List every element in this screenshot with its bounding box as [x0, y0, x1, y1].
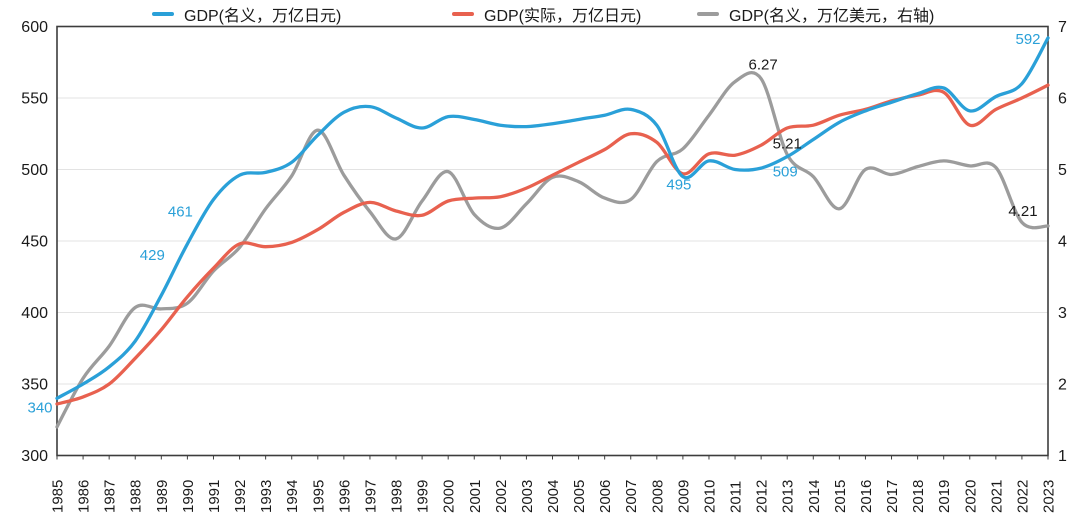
x-axis-year-label: 2017 [884, 480, 901, 513]
left-axis-tick-label: 450 [21, 234, 48, 251]
x-axis-year-label: 1986 [76, 480, 93, 513]
series-line [55, 71, 1050, 429]
legend-swatch-gray-icon [697, 12, 719, 16]
x-axis-year-label: 1992 [232, 480, 249, 513]
x-axis-year-label: 1991 [206, 480, 223, 513]
legend-item-nominal-usd: GDP(名义，万亿美元，右轴) [697, 2, 934, 26]
data-label: 6.27 [749, 57, 778, 74]
x-axis-year-label: 2018 [910, 480, 927, 513]
right-axis-tick-label: 3 [1058, 305, 1067, 322]
right-axis-tick-label: 2 [1058, 377, 1067, 394]
right-axis-tick-label: 7 [1058, 19, 1067, 36]
x-axis-year-label: 2014 [806, 480, 823, 513]
x-axis-year-label: 2020 [962, 480, 979, 513]
x-axis-year-label: 2001 [467, 480, 484, 513]
left-axis-tick-label: 350 [21, 377, 48, 394]
x-axis-year-label: 2012 [754, 480, 771, 513]
x-axis-year-label: 2006 [597, 480, 614, 513]
left-axis-tick-label: 550 [21, 91, 48, 108]
series-line [55, 83, 1050, 406]
x-axis-year-label: 1987 [102, 480, 119, 513]
right-axis-tick-label: 5 [1058, 162, 1067, 179]
x-axis-year-label: 1990 [180, 480, 197, 513]
data-label: 4.21 [1008, 203, 1037, 220]
right-axis-tick-label: 4 [1058, 234, 1067, 251]
x-axis-year-label: 2005 [571, 480, 588, 513]
legend-swatch-red-icon [452, 12, 474, 16]
legend-item-real-jpy: GDP(实际，万亿日元) [452, 2, 641, 26]
series-line [55, 36, 1050, 400]
legend-label: GDP(实际，万亿日元) [484, 8, 642, 25]
x-axis-year-label: 2004 [545, 480, 562, 513]
data-label: 509 [773, 164, 798, 181]
x-axis-year-label: 2010 [701, 480, 718, 513]
legend-label: GDP(名义，万亿美元，右轴) [729, 8, 935, 25]
left-axis-tick-label: 400 [21, 305, 48, 322]
x-axis-year-label: 2013 [780, 480, 797, 513]
left-axis-tick-label: 500 [21, 162, 48, 179]
x-axis-year-label: 2000 [441, 480, 458, 513]
x-axis-year-label: 1997 [362, 480, 379, 513]
x-axis-year-label: 2021 [988, 480, 1005, 513]
legend-item-nominal-jpy: GDP(名义，万亿日元) [152, 2, 341, 26]
x-axis-year-label: 2019 [936, 480, 953, 513]
x-axis-year-label: 1999 [415, 480, 432, 513]
x-axis-year-label: 2003 [519, 480, 536, 513]
data-label: 592 [1015, 31, 1040, 48]
right-axis-tick-label: 1 [1058, 448, 1067, 465]
x-axis-year-label: 1989 [154, 480, 171, 513]
data-label: 461 [168, 203, 193, 220]
x-axis-year-label: 2011 [728, 481, 745, 513]
x-axis-year-label: 2022 [1014, 480, 1031, 513]
x-axis-year-label: 1996 [336, 480, 353, 513]
x-axis-year-label: 1995 [310, 480, 327, 513]
x-axis-year-label: 2015 [832, 480, 849, 513]
data-label: 340 [27, 399, 52, 416]
legend-swatch-blue-icon [152, 12, 174, 16]
data-label: 5.21 [773, 135, 802, 152]
chart-legend: GDP(名义，万亿日元) GDP(实际，万亿日元) GDP(名义，万亿美元，右轴… [0, 2, 1080, 26]
x-axis-year-label: 2016 [858, 480, 875, 513]
legend-label: GDP(名义，万亿日元) [184, 8, 342, 25]
data-label: 495 [666, 177, 691, 194]
x-axis-year-label: 2007 [623, 480, 640, 513]
x-axis-year-label: 2009 [675, 480, 692, 513]
x-axis-year-label: 1994 [284, 480, 301, 513]
left-axis-tick-label: 600 [21, 19, 48, 36]
left-axis-tick-label: 300 [21, 448, 48, 465]
data-label: 429 [140, 247, 165, 264]
x-axis-year-label: 1998 [389, 480, 406, 513]
right-axis-tick-label: 6 [1058, 91, 1067, 108]
x-axis-year-label: 1988 [128, 480, 145, 513]
x-axis-year-label: 2002 [493, 480, 510, 513]
x-axis-year-label: 2008 [649, 480, 666, 513]
x-axis-year-label: 1993 [258, 480, 275, 513]
x-axis-year-label: 2023 [1041, 480, 1058, 513]
x-axis-year-label: 1985 [50, 480, 67, 513]
